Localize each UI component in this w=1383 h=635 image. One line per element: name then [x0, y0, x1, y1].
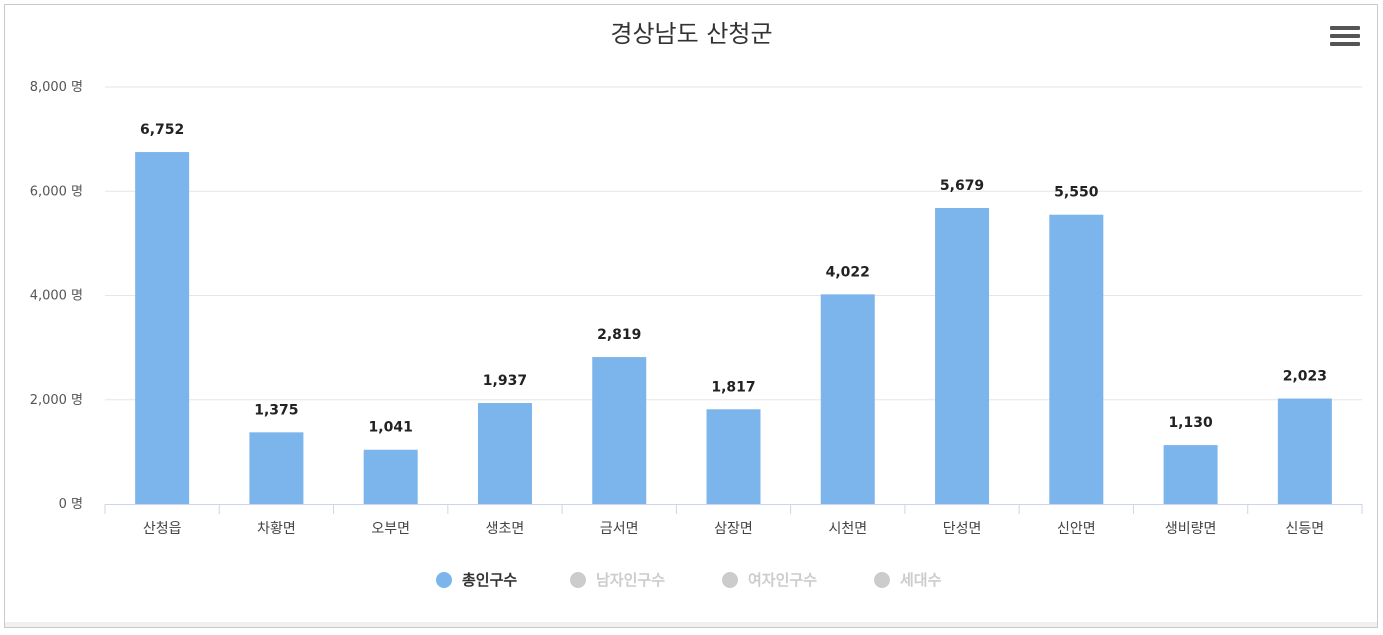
- y-tick-label: 0 명: [59, 497, 83, 512]
- bar-9[interactable]: [1049, 214, 1104, 505]
- bar-6[interactable]: [706, 409, 761, 504]
- x-tick-label: 신안면: [1057, 521, 1096, 537]
- bottom-divider: [5, 622, 1377, 627]
- bar-1[interactable]: [135, 152, 190, 504]
- data-label: 1,130: [1168, 415, 1213, 431]
- chart-legend: 총인구수 남자인구수 여자인구수 세대수: [0, 569, 1383, 593]
- x-tick-label: 생비량면: [1165, 521, 1217, 537]
- x-tick-label: 삼장면: [714, 521, 753, 537]
- chart-title: 경상남도 산청군: [610, 20, 773, 48]
- bar-5[interactable]: [592, 357, 647, 504]
- bar-8[interactable]: [935, 207, 990, 505]
- x-tick-label: 차황면: [257, 521, 296, 537]
- x-tick-label: 오부면: [371, 521, 410, 537]
- x-tick-label: 생초면: [486, 521, 525, 537]
- hamburger-menu-icon[interactable]: [1330, 26, 1360, 50]
- legend-dot-icon: [874, 571, 890, 588]
- data-label: 5,550: [1054, 185, 1099, 201]
- legend-item[interactable]: 여자인구수: [722, 569, 817, 590]
- data-label: 2,023: [1283, 369, 1327, 385]
- legend-item[interactable]: 남자인구수: [570, 569, 665, 590]
- data-label: 5,679: [940, 178, 984, 194]
- data-label: 1,817: [711, 379, 755, 395]
- y-tick-label: 6,000 명: [30, 184, 83, 199]
- bar-3[interactable]: [363, 449, 418, 504]
- x-tick-label: 산청읍: [143, 521, 182, 537]
- data-label: 1,041: [369, 420, 413, 436]
- y-tick-label: 4,000 명: [30, 289, 83, 304]
- y-tick-label: 2,000 명: [30, 393, 83, 408]
- bar-11[interactable]: [1277, 398, 1332, 504]
- data-label: 1,937: [483, 373, 527, 389]
- y-tick-label: 8,000 명: [30, 80, 83, 95]
- x-tick-label: 시천면: [828, 521, 867, 537]
- data-label: 2,819: [597, 327, 641, 343]
- x-tick-label: 단성면: [943, 521, 982, 537]
- legend-item[interactable]: 총인구수: [436, 569, 517, 590]
- data-label: 1,375: [254, 402, 298, 418]
- bar-4[interactable]: [477, 403, 532, 504]
- legend-item[interactable]: 세대수: [874, 569, 941, 590]
- legend-label: 여자인구수: [748, 571, 818, 589]
- bar-2[interactable]: [249, 432, 304, 504]
- data-label: 4,022: [826, 264, 870, 280]
- bar-7[interactable]: [820, 294, 875, 504]
- legend-dot-icon: [436, 571, 452, 588]
- legend-label: 총인구수: [462, 571, 518, 589]
- x-tick-label: 금서면: [600, 521, 639, 537]
- bar-10[interactable]: [1163, 445, 1218, 504]
- legend-dot-icon: [722, 571, 738, 588]
- chart-container: [4, 4, 1378, 628]
- legend-label: 세대수: [900, 571, 942, 589]
- legend-label: 남자인구수: [596, 571, 666, 589]
- x-tick-label: 신등면: [1286, 521, 1325, 537]
- legend-dot-icon: [570, 571, 586, 588]
- data-label: 6,752: [140, 122, 184, 138]
